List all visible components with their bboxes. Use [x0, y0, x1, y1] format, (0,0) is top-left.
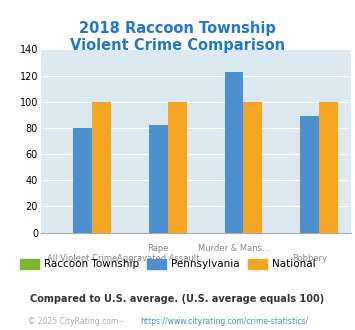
Bar — [73, 128, 92, 233]
Text: Rape: Rape — [148, 244, 169, 253]
Text: All Violent Crime: All Violent Crime — [47, 254, 118, 263]
Text: Murder & Mans...: Murder & Mans... — [198, 244, 270, 253]
Bar — [149, 125, 168, 233]
Text: Compared to U.S. average. (U.S. average equals 100): Compared to U.S. average. (U.S. average … — [31, 294, 324, 304]
Bar — [319, 102, 338, 233]
Legend: Raccoon Township, Pennsylvania, National: Raccoon Township, Pennsylvania, National — [16, 255, 320, 274]
Bar — [168, 102, 187, 233]
Bar — [244, 102, 262, 233]
Bar — [300, 116, 319, 233]
Text: Robbery: Robbery — [292, 254, 327, 263]
Text: Violent Crime Comparison: Violent Crime Comparison — [70, 38, 285, 53]
Bar — [92, 102, 111, 233]
Text: Aggravated Assault: Aggravated Assault — [117, 254, 200, 263]
Text: https://www.cityrating.com/crime-statistics/: https://www.cityrating.com/crime-statist… — [140, 317, 308, 326]
Bar — [225, 72, 244, 233]
Text: 2018 Raccoon Township: 2018 Raccoon Township — [79, 21, 276, 36]
Text: © 2025 CityRating.com -: © 2025 CityRating.com - — [28, 317, 126, 326]
